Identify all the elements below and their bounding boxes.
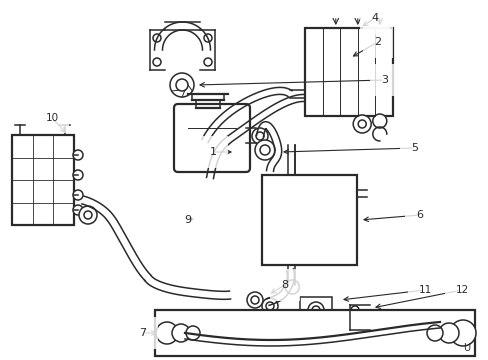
Circle shape [358,120,366,128]
Circle shape [73,170,83,180]
Circle shape [265,302,273,310]
Text: 3: 3 [381,75,387,85]
Text: 10: 10 [45,113,59,123]
Text: 6: 6 [416,210,423,220]
Circle shape [449,320,475,346]
Text: 9: 9 [184,215,191,225]
Circle shape [311,306,319,314]
Text: U: U [463,343,469,353]
Circle shape [153,58,161,66]
Circle shape [372,114,386,128]
Circle shape [426,325,442,341]
Circle shape [251,128,267,144]
Circle shape [73,190,83,200]
Circle shape [185,326,200,340]
Circle shape [176,79,187,91]
Circle shape [79,206,97,224]
Circle shape [84,211,92,219]
Circle shape [170,73,194,97]
Bar [262,175,356,265]
Bar [299,297,331,323]
Circle shape [438,323,458,343]
Circle shape [73,205,83,215]
Text: 12: 12 [454,285,468,295]
Bar [155,310,474,356]
FancyBboxPatch shape [174,104,249,172]
Circle shape [307,302,324,318]
Text: 11: 11 [418,285,431,295]
Circle shape [246,292,263,308]
Circle shape [254,140,274,160]
Circle shape [73,150,83,160]
Circle shape [260,145,269,155]
Circle shape [172,324,190,342]
Circle shape [250,296,259,304]
Circle shape [156,322,178,344]
Circle shape [285,280,299,294]
Circle shape [262,298,278,314]
Bar [305,28,392,116]
Circle shape [352,115,370,133]
Text: 4: 4 [371,13,378,23]
Circle shape [153,34,161,42]
Bar [12,135,74,225]
Circle shape [203,34,212,42]
Circle shape [350,321,358,329]
Text: 7: 7 [139,328,146,338]
Text: 8: 8 [281,280,288,290]
Circle shape [256,132,264,140]
Text: 1: 1 [209,147,216,157]
Circle shape [350,306,358,314]
Circle shape [203,58,212,66]
Text: 5: 5 [411,143,418,153]
Text: 2: 2 [374,37,381,47]
